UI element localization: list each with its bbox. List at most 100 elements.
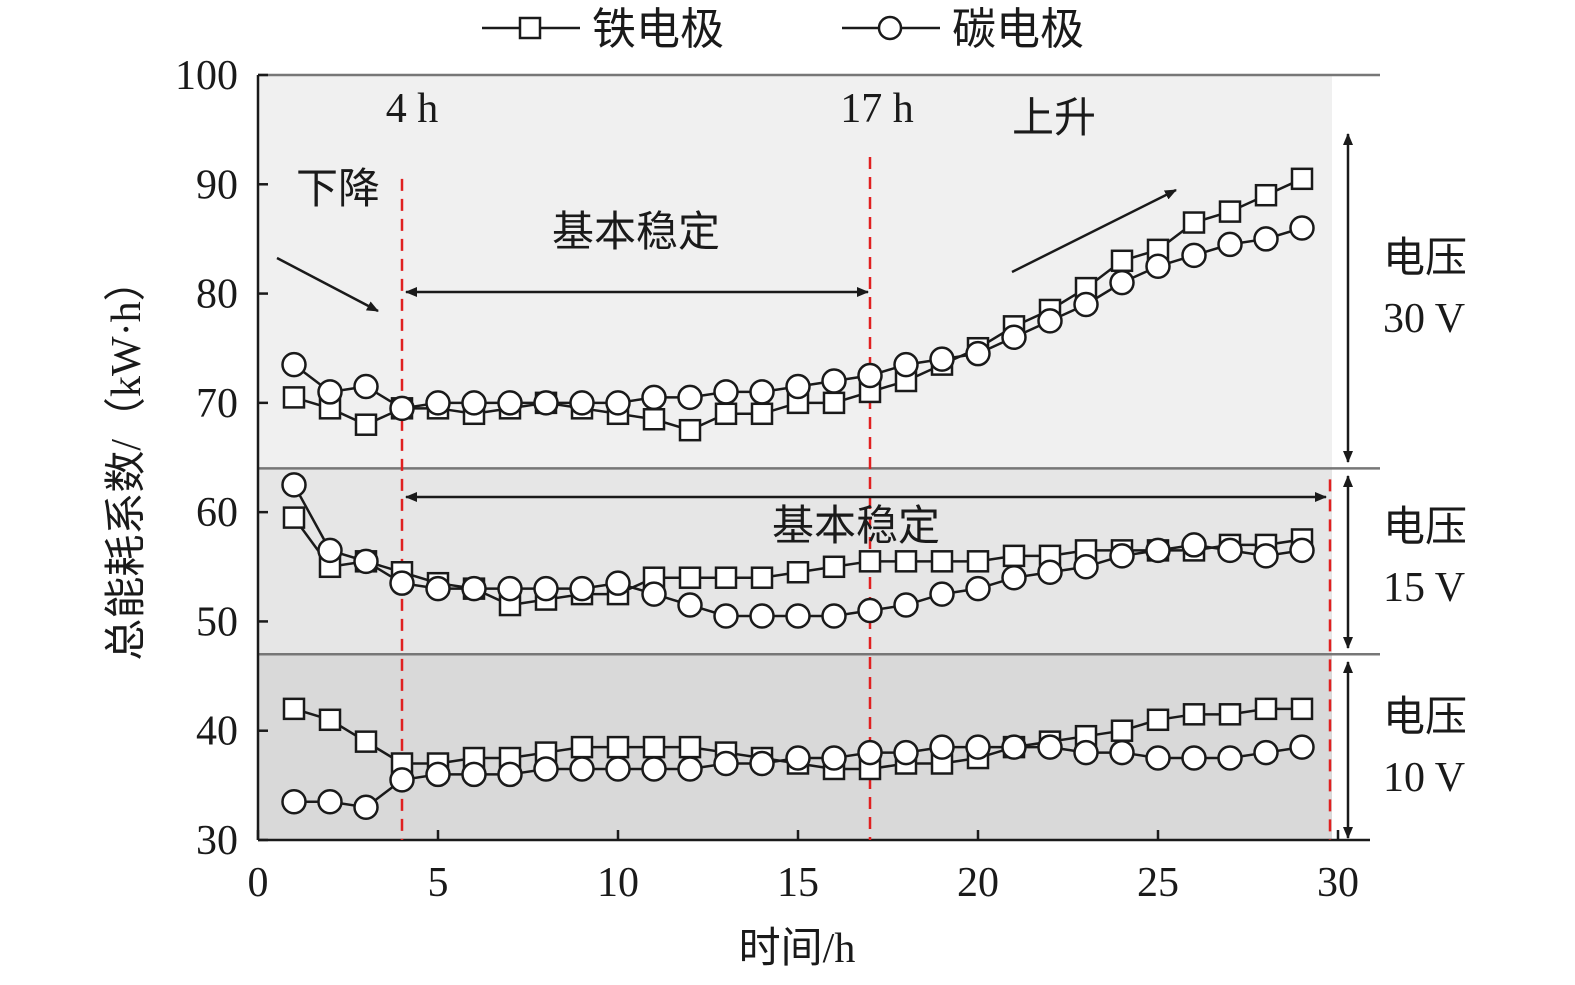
data-point-square bbox=[1182, 703, 1206, 726]
data-point-square bbox=[282, 506, 306, 529]
data-point-circle bbox=[1145, 745, 1171, 771]
y-tick-label: 90 bbox=[196, 162, 238, 208]
data-point-circle bbox=[425, 390, 451, 416]
data-point-square bbox=[1218, 200, 1242, 223]
data-point-circle bbox=[1037, 559, 1063, 585]
data-point-circle bbox=[1073, 554, 1099, 580]
legend-carbon-marker bbox=[877, 15, 903, 41]
data-point-circle bbox=[497, 761, 523, 788]
voltage-labels: 电压 30 V 电压 15 V 电压 10 V bbox=[1383, 236, 1467, 801]
y-tick-label: 50 bbox=[196, 599, 238, 645]
data-point-square bbox=[858, 550, 882, 573]
data-point-square bbox=[966, 550, 990, 573]
voltage-15v-line2: 15 V bbox=[1383, 565, 1465, 611]
data-point-circle bbox=[677, 592, 703, 618]
data-point-square bbox=[1110, 719, 1134, 742]
data-point-circle bbox=[281, 789, 307, 815]
data-point-circle bbox=[1253, 739, 1279, 766]
legend-iron-marker bbox=[518, 16, 542, 40]
data-point-circle bbox=[1289, 734, 1315, 760]
data-point-circle bbox=[1181, 242, 1207, 269]
data-point-square bbox=[894, 550, 918, 573]
data-point-circle bbox=[1253, 226, 1279, 252]
data-point-circle bbox=[1217, 537, 1243, 564]
data-point-circle bbox=[1109, 543, 1135, 569]
data-point-circle bbox=[569, 575, 595, 602]
x-tick-label: 30 bbox=[1317, 860, 1359, 906]
data-point-square bbox=[1002, 544, 1026, 568]
data-point-circle bbox=[605, 390, 631, 416]
data-point-circle bbox=[281, 472, 307, 498]
decline-arrow bbox=[276, 256, 379, 313]
data-point-circle bbox=[929, 346, 955, 372]
data-point-circle bbox=[533, 756, 559, 782]
data-point-square bbox=[822, 555, 846, 579]
x-tick-label: 15 bbox=[777, 860, 819, 906]
data-point-circle bbox=[857, 362, 883, 389]
data-point-circle bbox=[1181, 745, 1207, 771]
data-point-circle bbox=[1109, 269, 1135, 296]
data-point-circle bbox=[821, 368, 847, 394]
data-point-square bbox=[822, 391, 846, 415]
y-tick-label: 60 bbox=[196, 490, 238, 536]
data-point-circle bbox=[605, 570, 631, 596]
data-point-circle bbox=[821, 603, 847, 629]
data-point-circle bbox=[461, 761, 487, 788]
data-point-square bbox=[1254, 697, 1278, 721]
data-point-circle bbox=[821, 745, 847, 771]
data-point-circle bbox=[569, 390, 595, 416]
data-point-square bbox=[1110, 249, 1134, 273]
data-point-circle bbox=[1217, 231, 1243, 258]
data-point-circle bbox=[641, 581, 667, 607]
marker-17h-label: 17 h bbox=[840, 86, 914, 132]
data-point-square bbox=[282, 386, 306, 409]
data-point-square bbox=[642, 408, 666, 431]
voltage-30v-line2: 30 V bbox=[1383, 296, 1465, 342]
y-tick-label: 80 bbox=[196, 272, 238, 318]
data-point-square bbox=[1218, 703, 1242, 726]
data-point-circle bbox=[641, 384, 667, 411]
y-tick-label: 30 bbox=[196, 818, 238, 864]
data-point-square bbox=[354, 730, 378, 753]
data-point-circle bbox=[389, 767, 415, 793]
data-point-circle bbox=[749, 750, 775, 777]
data-point-square bbox=[1290, 697, 1314, 721]
data-point-circle bbox=[893, 351, 919, 378]
data-point-circle bbox=[425, 575, 451, 602]
data-point-circle bbox=[1073, 739, 1099, 766]
data-point-circle bbox=[389, 395, 415, 422]
data-point-square bbox=[1146, 708, 1170, 732]
x-tick-label: 0 bbox=[248, 860, 269, 906]
data-point-circle bbox=[965, 575, 991, 602]
data-point-circle bbox=[533, 575, 559, 602]
annotations: 4 h 17 h 下降 上升 基本稳定 基本稳定 bbox=[276, 86, 1353, 839]
data-point-circle bbox=[317, 789, 343, 815]
data-point-square bbox=[786, 561, 810, 584]
data-point-circle bbox=[353, 548, 379, 575]
series-10V-circle bbox=[281, 734, 1315, 820]
rise-arrow bbox=[1011, 188, 1177, 274]
data-point-circle bbox=[1109, 739, 1135, 766]
voltage-30v-line1: 电压 bbox=[1383, 236, 1467, 282]
data-point-circle bbox=[1073, 291, 1099, 318]
series-layer bbox=[281, 167, 1315, 820]
data-point-square bbox=[1290, 167, 1314, 191]
legend-iron-label: 铁电极 bbox=[592, 5, 724, 54]
data-point-circle bbox=[929, 734, 955, 760]
legend-carbon-label: 碳电极 bbox=[952, 5, 1084, 54]
data-point-square bbox=[1254, 183, 1278, 207]
data-point-circle bbox=[749, 379, 775, 405]
series-30V-circle bbox=[281, 215, 1315, 422]
data-point-square bbox=[678, 566, 702, 589]
data-point-square bbox=[678, 418, 702, 442]
stable-label-30v: 基本稳定 bbox=[552, 209, 720, 256]
data-point-square bbox=[930, 550, 954, 573]
x-tick-label: 5 bbox=[428, 860, 449, 906]
data-point-square bbox=[282, 697, 306, 721]
data-point-square bbox=[606, 735, 630, 759]
rise-label: 上升 bbox=[1012, 96, 1096, 142]
y-tick-label: 100 bbox=[175, 53, 238, 99]
x-tick-label: 20 bbox=[957, 860, 999, 906]
data-point-square bbox=[714, 402, 738, 426]
